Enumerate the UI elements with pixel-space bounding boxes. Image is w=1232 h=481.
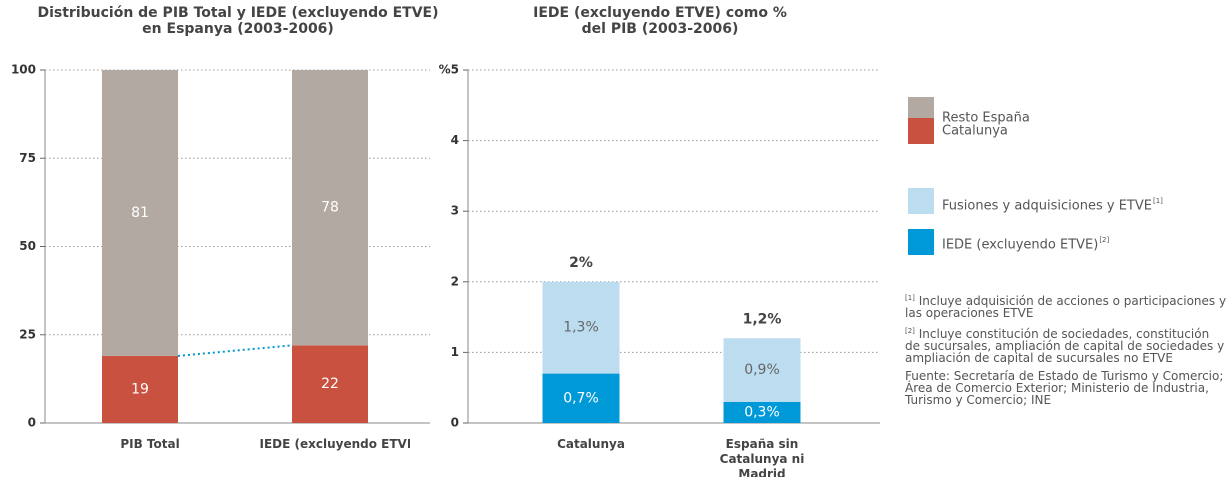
chart-title: Distribución de PIB Total y IEDE (excluy… [37,5,438,21]
value-label: 0,9% [744,362,780,378]
y-tick-label: 50 [19,239,36,253]
y-tick-label: 3 [451,204,459,218]
x-tick-fo: PIB Total [120,437,180,451]
legend-label: Catalunya [942,124,1008,139]
legend-swatch [908,188,934,214]
value-label: 1,3% [563,320,599,336]
legend-note-ref: [1] [1153,197,1163,205]
note-text: Incluye adquisición de acciones o partic… [905,294,1227,320]
chart-title: del PIB (2003-2006) [582,21,739,37]
value-label: 78 [321,200,339,216]
note-text: Incluye constitución de sociedades, cons… [905,327,1225,365]
y-tick-label: 1 [451,345,459,359]
bar-segment [102,355,178,423]
x-tick-fo: IEDE (excluyendo ETVE) [259,437,411,451]
note-ref: [1] [905,294,915,302]
value-label: 0,7% [563,390,599,406]
x-tick-fo: Catalunya [557,437,625,451]
bar-segment [542,281,620,374]
y-tick-label: 4 [451,133,459,147]
y-tick-label: 25 [19,327,36,341]
y-tick-label: 2 [451,274,459,288]
bar-segment [102,70,178,356]
x-tick-label: Catalunya [557,437,625,451]
total-label: 2% [569,255,593,271]
legend-note-ref: [2] [1099,236,1109,244]
total-label: 1,2% [743,311,782,327]
note: [2] Incluye constitución de sociedades, … [905,325,1227,364]
bar-segment [723,338,801,402]
bar-segment [292,70,368,346]
value-label: 0,3% [744,404,780,420]
x-tick-label: España sin Catalunya ni Madrid [719,437,805,477]
legend-swatch [908,229,934,255]
x-tick-label: IEDE (excluyendo ETVE) [259,437,411,451]
y-tick-label: 0 [451,416,459,430]
value-label: 19 [131,381,149,397]
y-tick-label: %5 [439,63,459,77]
bar-segment [723,401,801,423]
connector [177,344,293,357]
y-tick-label: 75 [19,151,36,165]
source: Fuente: Secretaría de Estado de Turismo … [905,369,1224,407]
notes: [1] Incluye adquisición de acciones o pa… [905,292,1227,412]
chart-title: en Espanya (2003-2006) [142,21,334,37]
note-ref: [2] [905,327,915,335]
x-tick-label: PIB Total [120,437,180,451]
y-tick-label: 100 [11,63,36,77]
bar-segment [292,345,368,423]
value-label: 81 [131,205,149,221]
value-label: 22 [321,376,339,392]
legend-label: Fusiones y adquisiciones y ETVE [942,199,1152,214]
legend-swatch [908,118,934,144]
note: [1] Incluye adquisición de acciones o pa… [905,292,1227,319]
bar-segment [542,373,620,423]
chart-title: IEDE (excluyendo ETVE) como % [533,5,787,21]
legend-label: Resto España [942,111,1030,126]
y-tick-label: 0 [28,416,36,430]
x-tick-fo: España sin Catalunya ni Madrid [719,437,805,477]
legend-label: IEDE (excluyendo ETVE) [942,238,1098,253]
